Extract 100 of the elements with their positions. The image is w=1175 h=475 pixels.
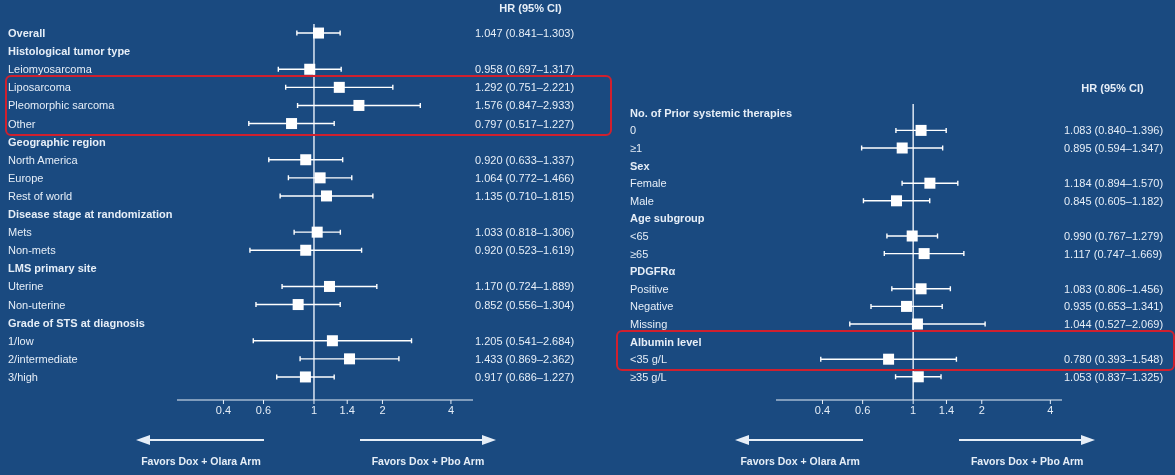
point	[304, 63, 316, 75]
x-tick-label: 1.4	[339, 403, 355, 416]
y-tick-label: <65	[630, 230, 649, 242]
x-tick-label: 4	[1047, 403, 1054, 416]
y-tick-label: Grade of STS at diagnosis	[8, 316, 145, 329]
y-tick-label: 1/low	[8, 334, 34, 347]
point	[299, 371, 311, 383]
data-label: 1.184 (0.894–1.570)	[1064, 177, 1164, 190]
y-tick-label: Male	[630, 194, 654, 207]
data-label: 0.935 (0.653–1.341)	[1064, 300, 1164, 313]
text: Favors Dox + Olara Arm	[739, 455, 861, 467]
y-tick-label: Age subgroup	[630, 212, 705, 225]
text: Favors Dox + Pbo Arm	[969, 455, 1085, 467]
x-tick-label: 2	[379, 403, 386, 416]
y-tick-label: ≥65	[630, 247, 649, 260]
data-label: 1.170 (0.724–1.889)	[475, 280, 575, 293]
point	[915, 124, 927, 136]
data-label: 1.083 (0.840–1.396)	[1064, 124, 1164, 137]
y-tick-label: Female	[630, 177, 667, 190]
y-tick-label: Albumin level	[630, 335, 702, 348]
data-label: 1.044 (0.527–2.069)	[1064, 318, 1164, 330]
point	[311, 226, 323, 238]
y-tick-label: Leiomyosarcoma	[8, 63, 93, 76]
point	[326, 335, 338, 347]
point	[906, 230, 918, 242]
data-label: 0.920 (0.523–1.619)	[475, 244, 575, 257]
point	[314, 172, 326, 184]
data-label: 1.047 (0.841–1.303)	[475, 27, 575, 40]
point	[891, 195, 903, 207]
y-tick-label: North America	[8, 153, 79, 166]
point	[918, 248, 930, 260]
data-label: 1.117 (0.747–1.669)	[1064, 247, 1163, 260]
data-label: 0.895 (0.594–1.347)	[1064, 142, 1164, 154]
x-tick-label: 0.6	[255, 403, 272, 416]
x-tick-label: 0.6	[854, 403, 871, 416]
y-tick-label: Other	[8, 117, 36, 130]
data-label: 1.135 (0.710–1.815)	[475, 189, 575, 202]
y-tick-label: ≥35 g/L	[630, 370, 667, 383]
y-tick-label: Rest of world	[8, 189, 73, 202]
data-label: 1.064 (0.772–1.466)	[475, 171, 575, 184]
y-tick-label: ≥1	[630, 142, 643, 154]
y-tick-label: Liposarcoma	[8, 81, 72, 94]
y-tick-label: Uterine	[8, 280, 44, 293]
point	[901, 300, 913, 312]
point	[300, 154, 312, 166]
text: Favors Dox + Olara Arm	[140, 455, 262, 467]
data-label: 1.083 (0.806–1.456)	[1064, 282, 1164, 295]
y-tick-label: Disease stage at randomization	[8, 208, 173, 221]
y-tick-label: 2/intermediate	[8, 352, 78, 365]
x-tick-label: 0.4	[215, 403, 232, 416]
y-tick-label: Sex	[630, 159, 651, 172]
x-tick-label: 2	[978, 403, 985, 416]
data-label: 1.433 (0.869–2.362)	[475, 352, 575, 365]
point	[924, 177, 936, 189]
data-label: 0.797 (0.517–1.227)	[475, 117, 575, 130]
y-tick-label: Pleomorphic sarcoma	[8, 99, 116, 112]
data-label: 0.990 (0.767–1.279)	[1064, 230, 1164, 242]
data-label: 1.033 (0.818–1.306)	[475, 226, 575, 239]
data-label: 0.780 (0.393–1.548)	[1064, 353, 1164, 366]
y-tick-label: Non-mets	[8, 244, 57, 257]
data-label: 1.205 (0.541–2.684)	[475, 334, 575, 347]
y-tick-label: Negative	[630, 300, 674, 313]
y-tick-label: Overall	[8, 27, 46, 40]
x-tick-label: 1	[910, 403, 917, 416]
y-tick-label: Non-uterine	[8, 298, 66, 311]
point	[344, 353, 356, 365]
y-tick-label: 3/high	[8, 370, 38, 383]
point	[883, 353, 895, 365]
point	[911, 318, 923, 330]
point	[313, 27, 325, 39]
y-tick-label: Positive	[630, 282, 669, 295]
point	[300, 244, 312, 256]
y-tick-label: PDGFRα	[630, 265, 676, 278]
text: Favors Dox + Pbo Arm	[370, 455, 486, 467]
text: HR (95% CI)	[1080, 82, 1145, 94]
y-tick-label: Europe	[8, 171, 44, 184]
y-tick-label: <35 g/L	[630, 353, 668, 366]
y-tick-label: Mets	[8, 226, 33, 239]
data-label: 0.917 (0.686–1.227)	[475, 370, 575, 383]
text: HR (95% CI)	[498, 2, 563, 14]
y-tick-label: Geographic region	[8, 135, 107, 148]
data-label: 1.053 (0.837–1.325)	[1064, 370, 1164, 383]
point	[323, 280, 335, 292]
y-tick-label: Histological tumor type	[8, 45, 131, 58]
x-tick-label: 4	[447, 403, 455, 416]
data-label: 0.845 (0.605–1.182)	[1064, 194, 1164, 207]
x-tick-label: 0.4	[814, 403, 831, 416]
y-tick-label: 0	[630, 124, 637, 137]
data-label: 1.292 (0.751–2.221)	[475, 81, 575, 94]
y-tick-label: Missing	[630, 318, 668, 330]
data-label: 0.852 (0.556–1.304)	[475, 298, 575, 311]
data-label: 0.920 (0.633–1.337)	[475, 153, 575, 166]
point	[896, 142, 908, 154]
point	[915, 283, 927, 295]
data-label: 1.576 (0.847–2.933)	[475, 99, 575, 112]
point	[333, 81, 345, 93]
x-tick-label: 1.4	[938, 403, 955, 416]
y-tick-label: LMS primary site	[8, 262, 97, 275]
point	[912, 371, 924, 383]
y-tick-label: No. of Prior systemic therapies	[630, 106, 792, 119]
